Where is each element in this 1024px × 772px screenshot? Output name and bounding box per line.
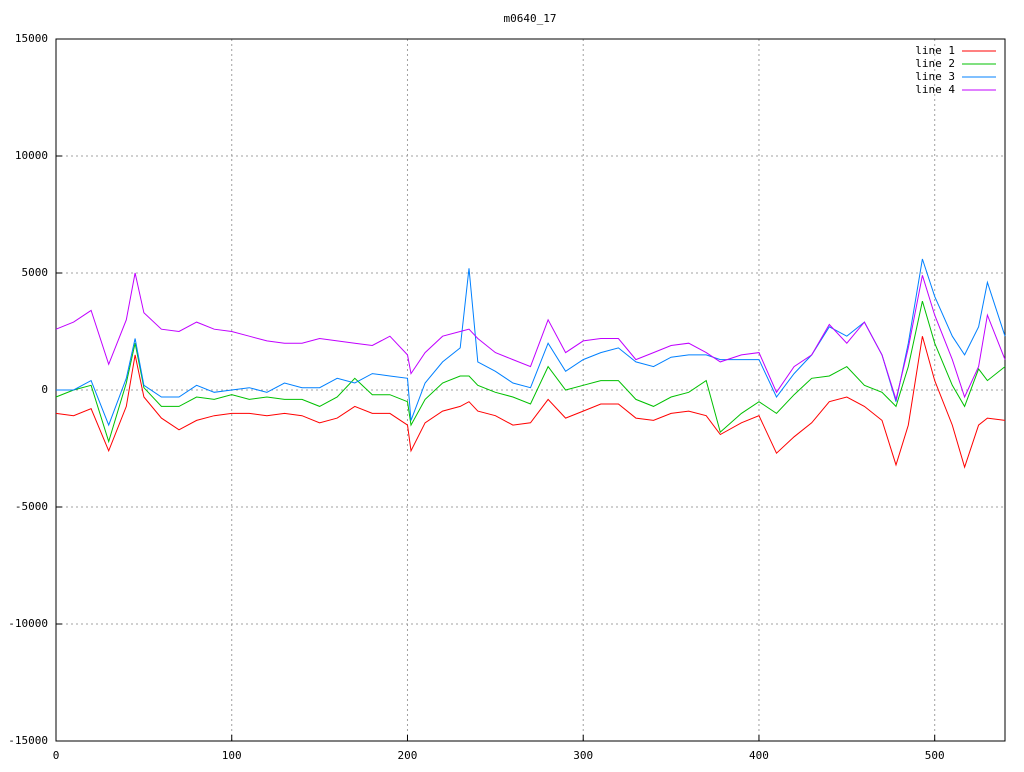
x-tick-label: 500 <box>925 749 945 762</box>
legend-label: line 4 <box>915 83 955 96</box>
chart-title: m0640_17 <box>504 12 557 25</box>
legend-label: line 2 <box>915 57 955 70</box>
x-tick-label: 200 <box>398 749 418 762</box>
y-tick-label: 10000 <box>15 149 48 162</box>
series-line <box>55 336 1006 469</box>
x-tick-label: 300 <box>573 749 593 762</box>
y-tick-label: 15000 <box>15 32 48 45</box>
series-line <box>55 300 1006 444</box>
legend-label: line 1 <box>915 44 955 57</box>
series-line <box>55 272 1006 402</box>
x-tick-label: 400 <box>749 749 769 762</box>
series-line <box>56 258 1006 427</box>
y-tick-label: 0 <box>41 383 48 396</box>
x-tick-label: 100 <box>222 749 242 762</box>
legend-label: line 3 <box>915 70 955 83</box>
y-tick-label: -15000 <box>8 734 48 747</box>
y-tick-label: -5000 <box>15 500 48 513</box>
x-tick-label: 0 <box>53 749 60 762</box>
y-tick-label: 5000 <box>22 266 49 279</box>
y-tick-label: -10000 <box>8 617 48 630</box>
